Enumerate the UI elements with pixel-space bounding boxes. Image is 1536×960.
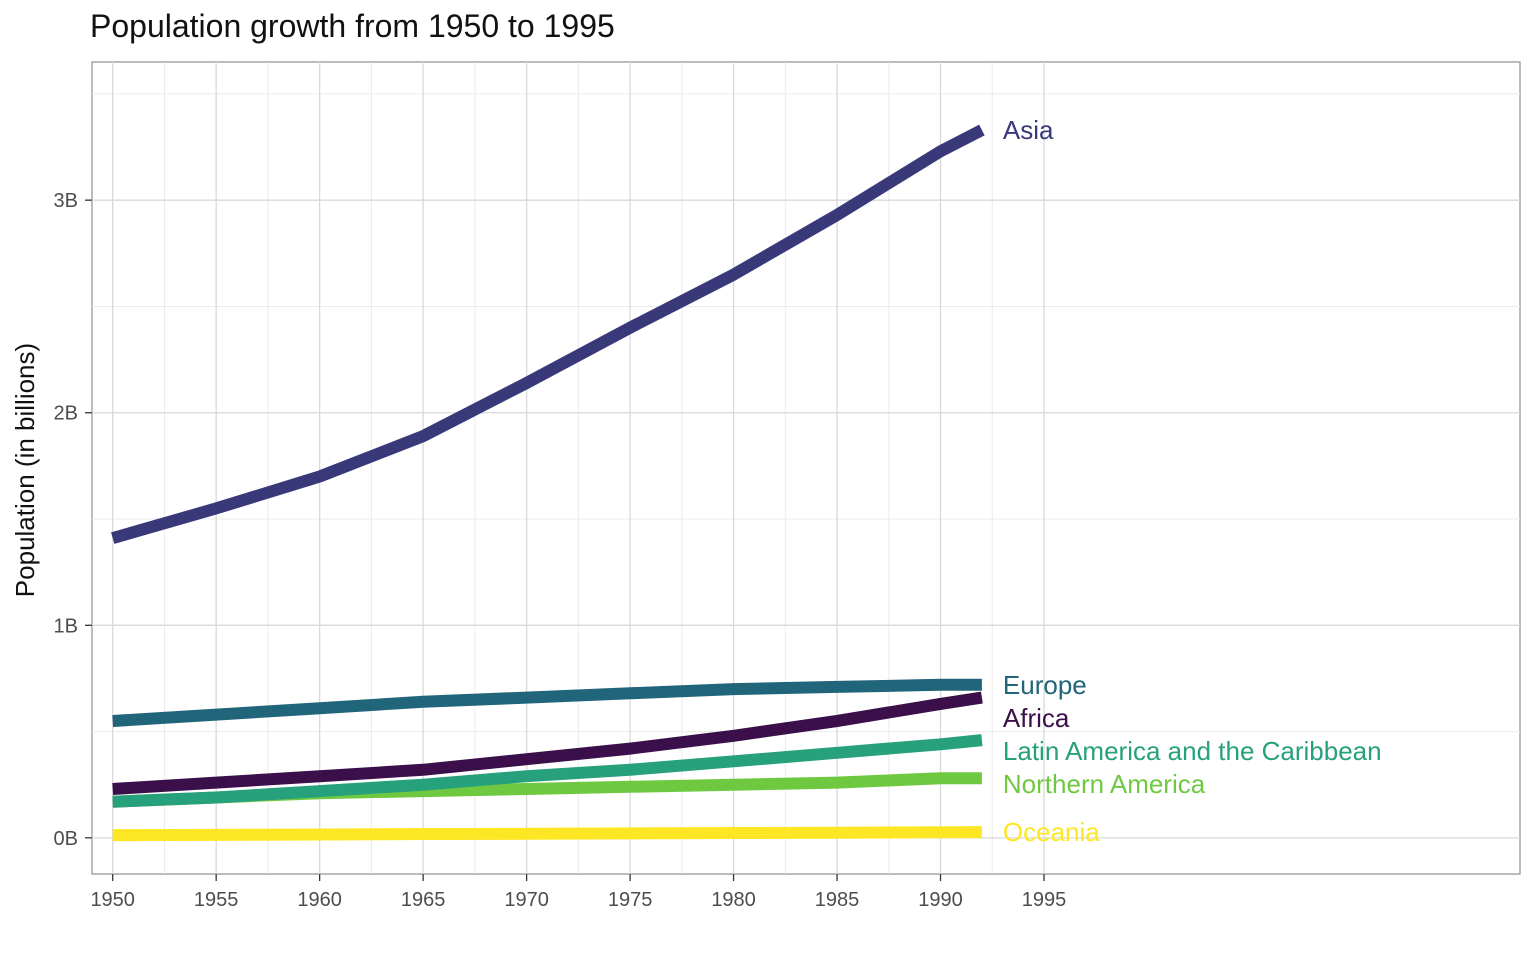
x-tick-label: 1955 <box>194 889 239 911</box>
series-line-asia <box>111 124 985 544</box>
series-line-africa <box>112 691 983 795</box>
series-line-europe <box>112 678 982 727</box>
chart-title: Population growth from 1950 to 1995 <box>90 8 615 44</box>
y-tick-label: 0B <box>54 828 78 850</box>
series-label-africa: Africa <box>1003 703 1070 733</box>
x-tick-label: 1975 <box>608 889 653 911</box>
series-label-asia: Asia <box>1003 115 1054 145</box>
series-lines <box>111 124 985 842</box>
y-tick-label: 1B <box>54 615 78 637</box>
x-tick-label: 1950 <box>90 889 135 911</box>
series-label-latin-america-and-the-caribbean: Latin America and the Caribbean <box>1003 736 1382 766</box>
series-label-northern-america: Northern America <box>1003 769 1206 799</box>
y-axis-title: Population (in billions) <box>10 343 40 597</box>
y-tick-label: 2B <box>54 403 78 425</box>
series-label-oceania: Oceania <box>1003 817 1100 847</box>
x-tick-label: 1970 <box>504 889 549 911</box>
series-line-oceania <box>112 826 982 842</box>
x-tick-label: 1965 <box>401 889 446 911</box>
x-tick-label: 1980 <box>711 889 756 911</box>
axes: 1950 1955 1960 1965 1970 1975 1980 1985 1990 1995… <box>10 190 1066 911</box>
y-tick-label: 3B <box>54 190 78 212</box>
x-tick-label: 1990 <box>918 889 963 911</box>
series-line-latin-america-and-the-caribbean <box>112 734 983 808</box>
x-tick-label: 1960 <box>297 889 342 911</box>
x-tick-label: 1985 <box>815 889 860 911</box>
x-tick-label: 1995 <box>1022 889 1067 911</box>
series-label-europe: Europe <box>1003 670 1087 700</box>
